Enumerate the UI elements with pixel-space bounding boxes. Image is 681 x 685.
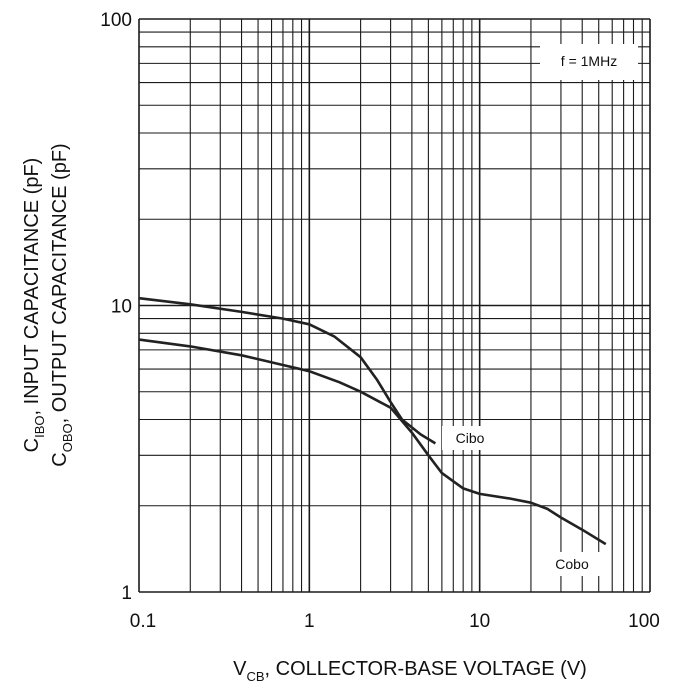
cibo-label: Cibo [456,430,485,446]
x-tick-label: 100 [628,611,660,632]
x-tick-label: 0.1 [130,611,156,632]
y-tick-label: 10 [111,297,132,318]
series-line-cobo [138,338,607,546]
y-tick-label: 1 [121,583,132,604]
annotation-label: f = 1MHz [561,53,617,69]
x-tick-label: 10 [469,611,490,632]
tick-labels: 0.1 1 10 100 1 10 100 [100,10,660,632]
y-axis-title-input: CIBO, INPUT CAPACITANCE (pF) [21,158,47,453]
x-tick-label: 1 [304,611,315,632]
grid-lines [138,18,651,593]
x-axis-title: VCB, COLLECTOR-BASE VOLTAGE (V) [233,658,587,684]
annotation-box [540,44,638,80]
cobo-label-bg [544,552,600,576]
series-line-cibo [138,296,437,445]
y-tick-label: 100 [100,10,132,31]
cobo-label: Cobo [555,556,589,572]
cibo-label-bg [442,426,498,450]
series-lines [138,296,607,546]
y-axis-title-output: COBO, OUTPUT CAPACITANCE (pF) [49,143,75,466]
